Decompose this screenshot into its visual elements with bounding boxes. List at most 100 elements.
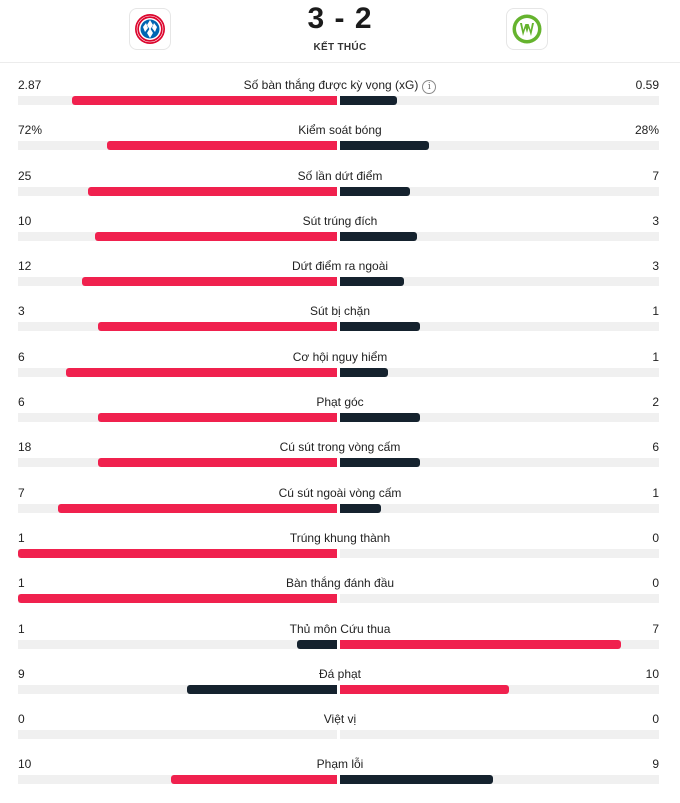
stat-row: 3 Sút bị chặn 1: [0, 304, 680, 349]
away-stat-track: [340, 503, 659, 513]
home-stat-track: [18, 231, 337, 241]
stat-label: Cú sút ngoài vòng cấm: [278, 485, 402, 500]
home-stat-value: 1: [18, 530, 25, 545]
away-stat-track: [340, 322, 659, 332]
home-team-logo[interactable]: [129, 8, 171, 50]
home-stat-value: 2.87: [18, 78, 42, 92]
away-stat-track: [340, 186, 659, 196]
home-stat-track: [18, 186, 337, 196]
away-stat-value: 2: [652, 395, 659, 410]
stat-label-wrap: Dứt điểm ra ngoài: [0, 259, 680, 273]
match-header: 3 - 2 KẾT THÚC: [0, 0, 680, 63]
home-stat-track: [18, 141, 337, 151]
home-stat-track: [18, 503, 337, 513]
home-stat-track: [18, 96, 337, 105]
stat-row: 6 Cơ hội nguy hiểm 1: [0, 350, 680, 395]
home-stat-value: 72%: [18, 123, 43, 138]
home-stat-track: [18, 775, 337, 785]
home-stat-bar: [98, 322, 337, 332]
away-stat-track: [340, 639, 659, 649]
stat-label-wrap: Số bàn thắng được kỳ vọng (xG) i: [0, 78, 680, 94]
stat-label: Việt vị: [323, 712, 357, 727]
away-stat-value: 7: [652, 168, 659, 183]
stat-label: Sút trúng đích: [302, 213, 378, 228]
vfl-wolfsburg-crest-icon: [512, 14, 542, 44]
away-stat-value: 3: [652, 213, 659, 228]
home-stat-track: [18, 413, 337, 423]
away-stat-track: [340, 730, 659, 740]
stats-list: 2.87 Số bàn thắng được kỳ vọng (xG) i 0.59 7…: [0, 78, 680, 803]
away-stat-value: 1: [652, 304, 659, 319]
home-stat-track: [18, 684, 337, 694]
home-stat-value: 1: [18, 621, 25, 636]
stat-row: 1 Thủ môn Cứu thua 7: [0, 622, 680, 667]
stat-label: Cơ hội nguy hiểm: [292, 349, 388, 364]
stat-label-wrap: Trúng khung thành: [0, 531, 680, 545]
home-stat-value: 9: [18, 666, 25, 681]
home-stat-bar: [297, 639, 337, 649]
stat-label-wrap: Số lần dứt điểm: [0, 169, 680, 183]
away-stat-bar: [340, 684, 509, 694]
stat-row: 18 Cú sút trong vòng cấm 6: [0, 440, 680, 485]
stat-row: 1 Bàn thắng đánh đầu 0: [0, 576, 680, 621]
home-stat-value: 6: [18, 349, 25, 364]
home-stat-track: [18, 730, 337, 740]
away-stat-bar: [340, 231, 417, 241]
bayern-munich-crest-icon: [135, 14, 165, 44]
score-separator: -: [334, 2, 346, 35]
stat-label: Phạt góc: [316, 395, 364, 410]
home-stat-bar: [18, 548, 337, 558]
away-stat-bar: [340, 639, 621, 649]
home-stat-track: [18, 548, 337, 558]
away-stat-value: 0: [652, 712, 659, 727]
home-stat-value: 10: [18, 213, 32, 228]
match-score: 3 - 2: [0, 2, 680, 36]
home-stat-bar: [187, 684, 337, 694]
away-stat-value: 10: [645, 666, 659, 681]
home-stat-track: [18, 639, 337, 649]
away-score: 2: [354, 2, 373, 35]
home-stat-value: 0: [18, 712, 25, 727]
stat-label-wrap: Phạm lỗi: [0, 757, 680, 771]
stat-label-wrap: Kiểm soát bóng: [0, 123, 680, 137]
stat-label: Số bàn thắng được kỳ vọng (xG): [243, 78, 419, 92]
stat-row: 9 Đá phạt 10: [0, 667, 680, 712]
away-stat-track: [340, 367, 659, 377]
stat-label-wrap: Việt vị: [0, 712, 680, 726]
home-stat-track: [18, 367, 337, 377]
home-stat-bar: [171, 775, 337, 785]
away-stat-bar: [340, 775, 493, 785]
match-status: KẾT THÚC: [313, 42, 367, 53]
home-stat-bar: [72, 96, 337, 105]
home-stat-bar: [95, 231, 337, 241]
away-team-logo[interactable]: [506, 8, 548, 50]
stat-label: Kiểm soát bóng: [298, 123, 382, 138]
stat-row: 25 Số lần dứt điểm 7: [0, 169, 680, 214]
stat-label: Cú sút trong vòng cấm: [279, 440, 401, 455]
away-stat-track: [340, 775, 659, 785]
home-stat-bar: [58, 503, 337, 513]
stat-row: 72% Kiểm soát bóng 28%: [0, 123, 680, 168]
home-stat-value: 6: [18, 395, 25, 410]
away-stat-value: 0: [652, 576, 659, 591]
away-stat-track: [340, 141, 659, 151]
stat-row: 2.87 Số bàn thắng được kỳ vọng (xG) i 0.59: [0, 78, 680, 123]
stat-label-wrap: Cơ hội nguy hiểm: [0, 350, 680, 364]
home-stat-bar: [66, 367, 337, 377]
home-stat-value: 18: [18, 440, 32, 455]
away-stat-value: 7: [652, 621, 659, 636]
stat-label-wrap: Phạt góc: [0, 395, 680, 409]
home-stat-track: [18, 322, 337, 332]
away-stat-track: [340, 231, 659, 241]
away-stat-value: 28%: [634, 123, 659, 138]
stat-label: Thủ môn Cứu thua: [289, 621, 391, 636]
home-stat-track: [18, 458, 337, 468]
away-stat-bar: [340, 186, 410, 196]
stat-label: Đá phạt: [318, 666, 362, 681]
home-stat-bar: [98, 458, 337, 468]
info-icon[interactable]: i: [422, 80, 437, 94]
away-stat-track: [340, 684, 659, 694]
stat-label-wrap: Đá phạt: [0, 667, 680, 681]
stat-row: 10 Sút trúng đích 3: [0, 214, 680, 259]
stat-label-wrap: Bàn thắng đánh đầu: [0, 576, 680, 590]
